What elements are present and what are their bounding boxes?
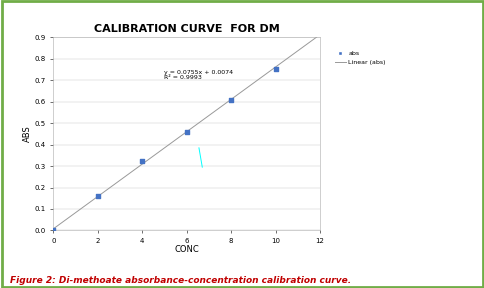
- Text: y = 0.0755x + 0.0074
R² = 0.9993: y = 0.0755x + 0.0074 R² = 0.9993: [164, 69, 233, 80]
- Title: CALIBRATION CURVE  FOR DM: CALIBRATION CURVE FOR DM: [94, 24, 279, 34]
- Point: [227, 97, 235, 102]
- Legend: abs, Linear (abs): abs, Linear (abs): [333, 50, 386, 65]
- Point: [49, 228, 57, 233]
- X-axis label: CONC: CONC: [174, 245, 199, 254]
- Point: [94, 194, 102, 198]
- Point: [182, 130, 190, 134]
- Y-axis label: ABS: ABS: [23, 126, 31, 142]
- Point: [271, 66, 279, 71]
- Point: [138, 158, 146, 163]
- Text: Figure 2: Di-methoate absorbance-concentration calibration curve.: Figure 2: Di-methoate absorbance-concent…: [10, 276, 350, 285]
